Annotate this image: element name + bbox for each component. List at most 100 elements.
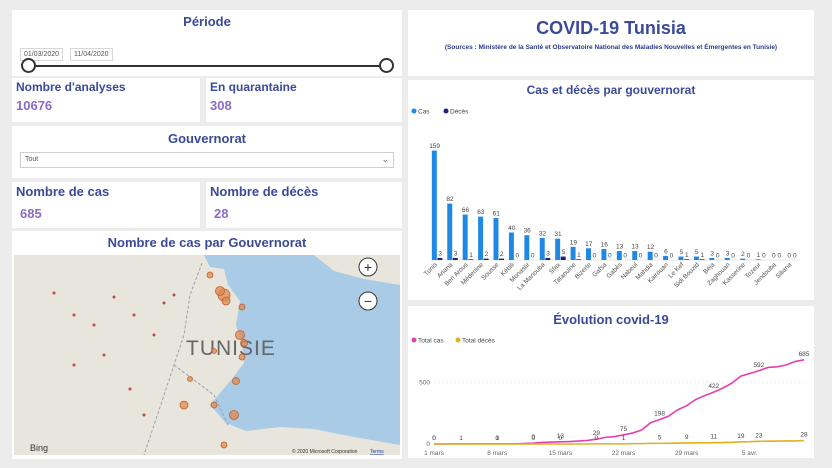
line-data-label: 0 [531, 434, 535, 441]
bar-cas-0 [431, 150, 437, 260]
kpi-deces-value: 28 [214, 206, 229, 221]
line-data-label: 75 [620, 426, 628, 433]
zoom-in-icon: + [364, 259, 372, 275]
bar-dcs-8 [560, 256, 566, 260]
line-ytick-label: 0 [426, 441, 430, 448]
gouvernorat-title: Gouvernorat [167, 131, 246, 146]
gouvernorat-selected-value: Tout [25, 156, 39, 163]
line-legend-marker-0 [411, 337, 417, 343]
chevron-down-icon: ⌄ [381, 154, 389, 164]
kpi-deces-card: Nombre de décès 28 [206, 182, 402, 228]
bar-value-label: 3 [710, 250, 714, 257]
start-date-input[interactable]: 01/03/2020 [20, 48, 64, 61]
bar-value-label: 2 [741, 251, 745, 258]
kpi-analyses-label: Nombre d'analyses [16, 80, 126, 94]
line-ytick-label: 500 [419, 380, 430, 387]
line-xtick-label: 29 mars [675, 450, 699, 457]
line-data-label: 1 [495, 435, 499, 442]
line-data-label: 29 [593, 430, 601, 437]
bar-value-label: 0 [787, 253, 791, 260]
kpi-cas-card: Nombre de cas 685 [12, 182, 200, 228]
map-country-label: TUNISIE [186, 337, 276, 360]
bar-value-label: 0 [793, 253, 797, 260]
header-card: COVID-19 Tunisia (Sources : Ministère de… [408, 10, 814, 76]
bar-value-label: 0 [747, 253, 751, 260]
line-data-label: 0 [432, 435, 436, 442]
map-view[interactable]: TUNISIE + [14, 255, 400, 455]
bar-cas-15 [663, 255, 669, 260]
bubble-monastir [240, 339, 248, 347]
kpi-quarantaine-card: En quarantaine 308 [206, 78, 402, 122]
bubble-gafsa [187, 376, 193, 382]
bar-value-label: 5 [562, 249, 566, 256]
map-terms-link[interactable]: Terms [370, 449, 384, 455]
bar-value-label: 40 [508, 225, 516, 232]
map-zoom-out-button[interactable]: − [358, 291, 378, 311]
map-copyright: © 2020 Microsoft Corporation [292, 448, 358, 455]
bar-value-label: 13 [631, 244, 639, 251]
bar-cas-18 [709, 257, 715, 260]
bar-value-label: 0 [639, 253, 643, 260]
bar-cas-1 [447, 203, 453, 260]
bar-value-label: 3 [454, 250, 458, 257]
city-dots [52, 291, 176, 417]
bar-cas-12 [616, 251, 622, 260]
bar-cas-16 [678, 256, 684, 260]
bar-cas-7 [539, 237, 545, 260]
gouvernorat-card: Gouvernorat Tout ⌄ [12, 126, 402, 178]
end-date-input[interactable]: 11/04/2020 [70, 48, 113, 61]
bar-value-label: 6 [664, 248, 668, 255]
bar-dcs-7 [545, 257, 551, 260]
map-zoom-in-button[interactable]: + [358, 257, 378, 277]
bar-cas-5 [508, 232, 514, 260]
bar-value-label: 0 [623, 253, 627, 260]
bar-cas-4 [493, 218, 499, 260]
line-data-label: 19 [737, 433, 745, 440]
period-slider-end-handle[interactable] [379, 58, 394, 73]
bubble-ariana [215, 286, 225, 296]
periode-title: Période [183, 14, 231, 29]
line-data-label: 5 [658, 434, 662, 441]
gouvernorat-select[interactable]: Tout ⌄ [20, 152, 394, 168]
legend-label-0: Cas [418, 109, 430, 116]
line-data-label: 422 [708, 383, 719, 390]
bar-value-label: 1 [685, 252, 689, 259]
bar-value-label: 0 [731, 253, 735, 260]
bing-logo: Bing [30, 443, 48, 453]
bar-value-label: 1 [469, 252, 473, 259]
line-data-label: 13 [557, 433, 565, 440]
bubble-sfax [232, 377, 240, 385]
case-bubbles [179, 271, 248, 449]
bar-value-label: 16 [601, 241, 609, 248]
bar-value-label: 82 [446, 196, 454, 203]
bar-cas-8 [555, 238, 561, 260]
bubble-kairouan [211, 348, 217, 354]
period-slider-start-handle[interactable] [21, 58, 36, 73]
bar-value-label: 61 [493, 211, 501, 218]
map-title: Nombre de cas par Gouvernorat [107, 235, 307, 250]
line-data-label: 28 [800, 432, 808, 439]
kpi-quarantaine-value: 308 [210, 98, 232, 113]
bar-cas-9 [570, 246, 576, 260]
bar-value-label: 31 [554, 231, 562, 238]
legend-marker-0 [411, 108, 417, 114]
bar-value-label: 17 [585, 241, 593, 248]
bar-value-label: 3 [726, 250, 730, 257]
bar-value-label: 12 [647, 244, 655, 251]
bubble-tataouine [220, 441, 228, 449]
line-data-label: 0 [495, 435, 499, 442]
page-title: COVID-19 Tunisia [536, 18, 686, 38]
line-data-label: 11 [710, 434, 717, 441]
line-data-label: 0 [559, 435, 563, 442]
bar-value-label: 32 [539, 230, 547, 237]
bar-value-label: 0 [670, 253, 674, 260]
bar-value-label: 5 [679, 249, 683, 256]
period-slider-track[interactable] [28, 65, 386, 67]
kpi-analyses-value: 10676 [16, 98, 53, 113]
line-legend-marker-1 [455, 337, 461, 343]
bar-category-label: Bizerte [574, 261, 594, 281]
line-data-label: 1 [622, 435, 626, 442]
bubble-sousse [235, 330, 245, 340]
bar-dcs-4 [499, 258, 505, 260]
